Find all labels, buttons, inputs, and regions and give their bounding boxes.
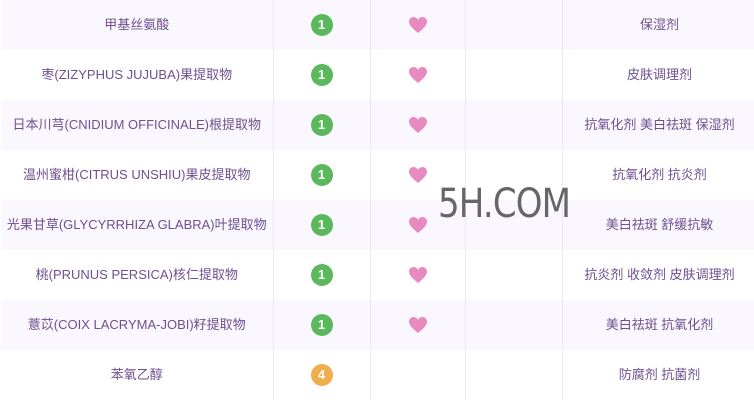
acne-cell bbox=[465, 250, 563, 300]
safety-score-cell: 4 bbox=[273, 350, 371, 400]
heart-icon bbox=[408, 117, 427, 133]
safety-score-cell: 1 bbox=[273, 50, 371, 100]
heart-icon bbox=[408, 267, 427, 283]
acne-cell bbox=[465, 50, 563, 100]
safety-score-badge: 1 bbox=[310, 14, 333, 36]
active-cell bbox=[370, 200, 466, 250]
table-row: 苯氧乙醇 4 防腐剂 抗菌剂 bbox=[1, 350, 754, 400]
heart-icon bbox=[408, 17, 427, 33]
ingredient-name[interactable]: 苯氧乙醇 bbox=[1, 350, 274, 400]
table-row: 光果甘草(GLYCYRRHIZA GLABRA)叶提取物 1 美白祛斑 舒缓抗敏 bbox=[1, 200, 754, 250]
ingredient-name[interactable]: 温州蜜柑(CITRUS UNSHIU)果皮提取物 bbox=[1, 150, 274, 200]
acne-cell bbox=[465, 200, 563, 250]
table-row: 枣(ZIZYPHUS JUJUBA)果提取物 1 皮肤调理剂 bbox=[1, 50, 754, 100]
safety-score-cell: 1 bbox=[273, 250, 371, 300]
safety-score-cell: 1 bbox=[273, 150, 371, 200]
usage-purpose: 美白祛斑 抗氧化剂 bbox=[562, 300, 754, 350]
usage-purpose: 抗氧化剂 美白祛斑 保湿剂 bbox=[562, 100, 754, 150]
acne-cell bbox=[465, 350, 563, 400]
ingredient-name[interactable]: 薏苡(COIX LACRYMA-JOBI)籽提取物 bbox=[1, 300, 274, 350]
active-cell bbox=[370, 350, 466, 400]
active-cell bbox=[370, 50, 466, 100]
heart-icon bbox=[408, 67, 427, 83]
ingredient-name[interactable]: 甲基丝氨酸 bbox=[1, 0, 274, 50]
safety-score-badge: 1 bbox=[310, 214, 333, 236]
safety-score-badge: 1 bbox=[310, 164, 333, 186]
usage-purpose: 美白祛斑 舒缓抗敏 bbox=[562, 200, 754, 250]
safety-score-cell: 1 bbox=[273, 0, 371, 50]
safety-score-badge: 1 bbox=[310, 114, 333, 136]
acne-cell bbox=[465, 100, 563, 150]
heart-icon bbox=[408, 217, 427, 233]
safety-score-cell: 1 bbox=[273, 200, 371, 250]
safety-score-badge: 1 bbox=[310, 314, 333, 336]
safety-score-cell: 1 bbox=[273, 300, 371, 350]
usage-purpose: 防腐剂 抗菌剂 bbox=[562, 350, 754, 400]
active-cell bbox=[370, 0, 466, 50]
heart-icon bbox=[408, 317, 427, 333]
heart-icon bbox=[408, 167, 427, 183]
ingredient-name[interactable]: 日本川芎(CNIDIUM OFFICINALE)根提取物 bbox=[1, 100, 274, 150]
active-cell bbox=[370, 250, 466, 300]
safety-score-badge: 1 bbox=[310, 64, 333, 86]
safety-score-badge: 1 bbox=[310, 264, 333, 286]
usage-purpose: 皮肤调理剂 bbox=[562, 50, 754, 100]
table-row: 甲基丝氨酸 1 保湿剂 bbox=[1, 0, 754, 50]
active-cell bbox=[370, 100, 466, 150]
ingredient-name[interactable]: 光果甘草(GLYCYRRHIZA GLABRA)叶提取物 bbox=[1, 200, 274, 250]
usage-purpose: 抗氧化剂 抗炎剂 bbox=[562, 150, 754, 200]
table-row: 桃(PRUNUS PERSICA)核仁提取物 1 抗炎剂 收敛剂 皮肤调理剂 bbox=[1, 250, 754, 300]
acne-cell bbox=[465, 150, 563, 200]
usage-purpose: 保湿剂 bbox=[562, 0, 754, 50]
table-row: 温州蜜柑(CITRUS UNSHIU)果皮提取物 1 抗氧化剂 抗炎剂 bbox=[1, 150, 754, 200]
acne-cell bbox=[465, 300, 563, 350]
active-cell bbox=[370, 150, 466, 200]
acne-cell bbox=[465, 0, 563, 50]
table-row: 日本川芎(CNIDIUM OFFICINALE)根提取物 1 抗氧化剂 美白祛斑… bbox=[1, 100, 754, 150]
safety-score-cell: 1 bbox=[273, 100, 371, 150]
usage-purpose: 抗炎剂 收敛剂 皮肤调理剂 bbox=[562, 250, 754, 300]
table-row: 薏苡(COIX LACRYMA-JOBI)籽提取物 1 美白祛斑 抗氧化剂 bbox=[1, 300, 754, 350]
safety-score-badge: 4 bbox=[310, 364, 333, 386]
active-cell bbox=[370, 300, 466, 350]
ingredient-name[interactable]: 桃(PRUNUS PERSICA)核仁提取物 bbox=[1, 250, 274, 300]
ingredient-name[interactable]: 枣(ZIZYPHUS JUJUBA)果提取物 bbox=[1, 50, 274, 100]
